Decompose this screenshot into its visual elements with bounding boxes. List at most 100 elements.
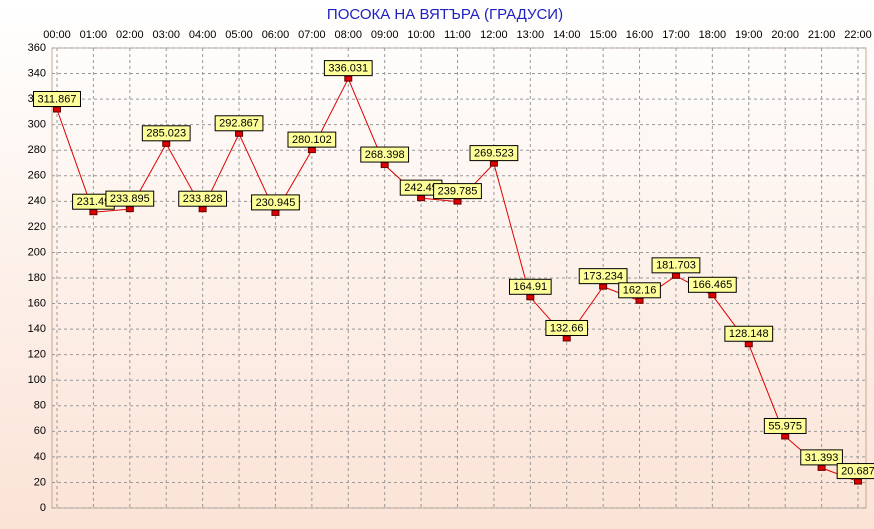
data-label-box (360, 146, 410, 163)
marker (599, 283, 608, 290)
x-tick-label: 17:00 (662, 29, 690, 41)
marker (854, 478, 862, 485)
y-tick-label: 20 (34, 476, 46, 488)
data-label-box (724, 325, 774, 342)
marker (235, 130, 244, 137)
data-label-box (214, 115, 264, 132)
y-tick-label: 220 (28, 221, 46, 233)
marker (781, 433, 790, 440)
x-tick-label: 06:00 (262, 29, 290, 41)
data-label: 268.398 (365, 149, 405, 161)
x-tick-label: 04:00 (189, 29, 217, 41)
data-label: 242.49 (404, 182, 438, 194)
x-tick-label: 20:00 (771, 29, 799, 41)
x-tick-label: 13:00 (517, 29, 545, 41)
x-tick-label: 00:00 (43, 29, 71, 41)
marker (380, 162, 389, 169)
data-label: 285.023 (146, 128, 186, 140)
data-label: 280.102 (292, 134, 332, 146)
y-tick-label: 340 (28, 67, 46, 79)
data-label: 128.148 (729, 328, 769, 340)
data-label: 166.465 (692, 279, 732, 291)
y-tick-label: 60 (34, 425, 46, 437)
marker (53, 106, 61, 113)
x-tick-label: 05:00 (225, 29, 253, 41)
data-label-box (836, 463, 874, 480)
marker (708, 292, 717, 299)
data-label: 233.828 (183, 193, 223, 205)
y-tick-label: 80 (34, 400, 46, 412)
marker (307, 147, 316, 154)
x-tick-label: 11:00 (444, 29, 471, 41)
data-label-box (141, 125, 191, 142)
data-label-box (469, 145, 519, 162)
marker (453, 198, 462, 205)
x-tick-label: 10:00 (407, 29, 435, 41)
data-label: 269.523 (474, 148, 514, 160)
data-label-box (433, 183, 482, 200)
x-tick-label: 02:00 (116, 29, 144, 41)
data-label: 181.703 (656, 260, 696, 272)
chart-title: ПОСОКА НА ВЯТЪРА (ГРАДУСИ) (327, 6, 563, 23)
y-tick-label: 120 (28, 349, 46, 361)
x-tick-label: 12:00 (480, 29, 508, 41)
data-label-box (105, 190, 155, 207)
data-label: 311.867 (38, 93, 77, 105)
data-label: 31.393 (805, 452, 839, 464)
y-tick-label: 280 (28, 144, 46, 156)
data-label-box (251, 194, 300, 211)
data-label-box (33, 91, 81, 108)
data-label-box (618, 282, 661, 299)
marker (89, 209, 98, 216)
data-label: 20.687 (841, 465, 874, 477)
y-tick-label: 200 (28, 246, 46, 258)
data-label-box (323, 60, 373, 77)
marker (562, 335, 571, 342)
marker (344, 75, 353, 82)
data-label: 132.66 (550, 322, 584, 334)
data-label: 239.785 (438, 186, 478, 198)
y-tick-label: 300 (28, 119, 46, 131)
x-tick-label: 03:00 (152, 29, 180, 41)
data-label: 162.16 (623, 285, 657, 297)
data-label-box (800, 449, 843, 466)
x-tick-label: 07:00 (298, 29, 326, 41)
marker (489, 160, 498, 167)
data-label-box (508, 278, 552, 295)
y-tick-label: 100 (28, 374, 46, 386)
data-label: 55.975 (768, 420, 802, 432)
marker (526, 294, 535, 301)
x-tick-label: 18:00 (699, 29, 727, 41)
data-label-box (651, 257, 701, 274)
x-tick-label: 09:00 (371, 29, 399, 41)
data-label-box (578, 268, 628, 285)
x-tick-label: 15:00 (589, 29, 617, 41)
data-label: 173.234 (583, 271, 623, 283)
data-label: 233.895 (110, 193, 150, 205)
x-tick-label: 16:00 (626, 29, 654, 41)
x-tick-label: 08:00 (335, 29, 363, 41)
y-tick-label: 140 (28, 323, 46, 335)
y-tick-label: 40 (34, 451, 46, 463)
marker (635, 297, 644, 304)
data-label: 336.031 (328, 63, 368, 75)
x-tick-label: 21:00 (808, 29, 836, 41)
y-tick-label: 240 (28, 195, 46, 207)
y-tick-label: 160 (28, 297, 46, 309)
marker (744, 341, 753, 348)
x-tick-label: 14:00 (553, 29, 581, 41)
data-label: 230.945 (256, 197, 296, 209)
marker (198, 206, 207, 213)
y-tick-label: 180 (28, 272, 46, 284)
data-label-box (763, 417, 807, 434)
data-label: 231.49 (77, 196, 111, 208)
x-tick-label: 01:00 (80, 29, 108, 41)
data-label: 164.91 (513, 281, 547, 293)
y-tick-label: 260 (28, 170, 46, 182)
marker (817, 464, 826, 471)
data-label-box (287, 131, 337, 148)
data-label: 292.867 (219, 118, 259, 130)
data-label-box (687, 276, 737, 293)
